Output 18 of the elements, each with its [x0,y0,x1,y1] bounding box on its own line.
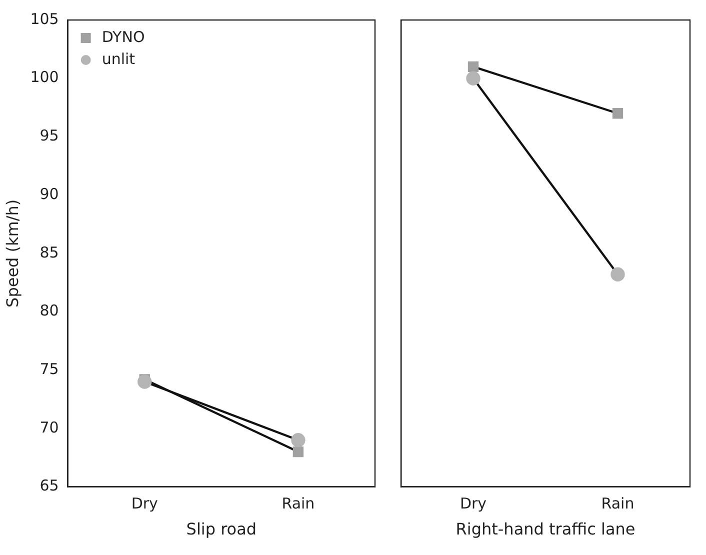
y-tick-label: 105 [30,10,59,28]
y-axis-title: Speed (km/h) [2,199,22,308]
y-tick-label: 90 [40,184,59,203]
x-tick-label: Rain [282,494,315,513]
x-tick-label: Dry [460,494,487,513]
legend-label: unlit [102,50,136,68]
x-axis-title: Right-hand traffic lane [456,520,636,539]
y-tick-label: 70 [40,418,59,436]
y-tick-label: 65 [40,476,59,495]
legend-label: DYNO [102,28,145,46]
y-tick-label: 85 [40,243,59,262]
y-tick-label: 100 [30,68,59,86]
x-tick-label: Rain [601,494,634,513]
x-axis-title: Slip road [186,520,257,539]
y-tick-label: 80 [40,302,59,320]
y-tick-label: 95 [40,126,59,145]
x-tick-label: Dry [131,494,158,513]
y-tick-label: 75 [40,360,59,378]
